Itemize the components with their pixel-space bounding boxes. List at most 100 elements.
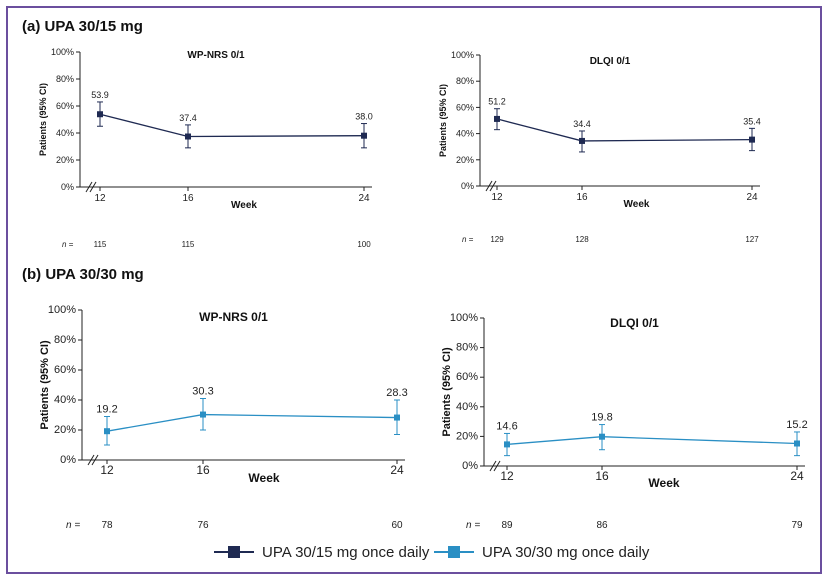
section-b-title: (b) UPA 30/30 mg bbox=[22, 266, 144, 283]
data-label: 34.4 bbox=[573, 119, 591, 129]
y-tick-label: 100% bbox=[450, 312, 478, 324]
x-tick-label: 24 bbox=[746, 192, 758, 203]
data-label: 19.2 bbox=[96, 404, 117, 416]
y-tick-label: 100% bbox=[451, 50, 474, 60]
data-label: 19.8 bbox=[591, 412, 612, 424]
data-point bbox=[104, 428, 110, 435]
data-label: 14.6 bbox=[496, 420, 517, 432]
chart-title: WP-NRS 0/1 bbox=[199, 310, 268, 324]
data-point bbox=[97, 111, 103, 118]
y-tick-label: 40% bbox=[456, 401, 478, 413]
n-value: 127 bbox=[745, 235, 759, 244]
data-point bbox=[185, 133, 191, 140]
legend-item-dark: UPA 30/15 mg once daily bbox=[214, 543, 429, 561]
series-line bbox=[496, 118, 753, 142]
n-value: 86 bbox=[596, 520, 608, 531]
n-value: 79 bbox=[791, 520, 803, 531]
n-label: n = bbox=[66, 520, 80, 531]
data-label: 38.0 bbox=[355, 112, 373, 122]
data-point bbox=[749, 136, 755, 143]
data-label: 51.2 bbox=[488, 97, 506, 107]
n-value: 115 bbox=[182, 240, 195, 249]
y-tick-label: 80% bbox=[56, 74, 74, 84]
data-label: 15.2 bbox=[786, 419, 807, 431]
y-tick-label: 40% bbox=[54, 394, 76, 406]
x-tick-label: 12 bbox=[100, 463, 114, 477]
series-line bbox=[106, 413, 398, 432]
n-value: 89 bbox=[501, 520, 513, 531]
y-tick-label: 0% bbox=[61, 182, 74, 192]
axis-break-mark bbox=[87, 454, 95, 466]
y-axis-title: Patients (95% CI) bbox=[441, 347, 453, 437]
n-value: 100 bbox=[357, 240, 371, 249]
n-label: n = bbox=[462, 235, 474, 244]
section-a-title: (a) UPA 30/15 mg bbox=[22, 18, 143, 35]
y-tick-label: 20% bbox=[456, 155, 474, 165]
y-tick-label: 80% bbox=[456, 76, 474, 86]
y-axis-title: Patients (95% CI) bbox=[438, 84, 448, 157]
data-point bbox=[599, 433, 605, 440]
series-line bbox=[99, 113, 365, 138]
y-tick-label: 40% bbox=[456, 129, 474, 139]
n-value: 76 bbox=[197, 520, 209, 531]
x-axis-title: Week bbox=[624, 199, 650, 210]
x-tick-label: 16 bbox=[595, 469, 609, 483]
series-line bbox=[506, 436, 798, 446]
axis-break-mark bbox=[85, 181, 93, 193]
x-tick-label: 24 bbox=[358, 193, 370, 204]
y-tick-label: 0% bbox=[462, 460, 478, 472]
y-tick-label: 60% bbox=[54, 364, 76, 376]
n-value: 115 bbox=[94, 240, 107, 249]
axis-break-mark bbox=[89, 181, 97, 193]
x-axis-title: Week bbox=[231, 200, 257, 211]
data-point bbox=[494, 115, 500, 122]
n-label: n = bbox=[466, 520, 480, 531]
chart-title: DLQI 0/1 bbox=[610, 316, 659, 330]
y-tick-label: 20% bbox=[54, 424, 76, 436]
y-tick-label: 100% bbox=[48, 304, 76, 316]
y-tick-label: 80% bbox=[456, 342, 478, 354]
axis-break-mark bbox=[489, 180, 497, 192]
data-label: 30.3 bbox=[192, 386, 213, 398]
x-tick-label: 16 bbox=[576, 192, 588, 203]
data-label: 28.3 bbox=[386, 387, 407, 399]
y-tick-label: 20% bbox=[56, 155, 74, 165]
y-tick-label: 60% bbox=[56, 101, 74, 111]
data-label: 35.4 bbox=[743, 116, 761, 126]
y-tick-label: 0% bbox=[60, 454, 76, 466]
n-value: 60 bbox=[391, 520, 403, 531]
y-tick-label: 0% bbox=[461, 181, 474, 191]
n-value: 129 bbox=[490, 235, 504, 244]
axis-break-mark bbox=[493, 460, 501, 472]
x-tick-label: 24 bbox=[390, 463, 404, 477]
y-tick-label: 60% bbox=[456, 371, 478, 383]
chart-title: WP-NRS 0/1 bbox=[187, 50, 245, 61]
x-tick-label: 12 bbox=[491, 192, 503, 203]
y-tick-label: 80% bbox=[54, 334, 76, 346]
n-value: 78 bbox=[101, 520, 113, 531]
y-tick-label: 20% bbox=[456, 430, 478, 442]
y-tick-label: 40% bbox=[56, 128, 74, 138]
legend-item-light: UPA 30/30 mg once daily bbox=[434, 543, 649, 561]
axis-break-mark bbox=[485, 180, 493, 192]
data-point bbox=[361, 132, 367, 139]
legend-label-dark: UPA 30/15 mg once daily bbox=[262, 543, 430, 561]
data-point bbox=[504, 441, 510, 448]
data-label: 53.9 bbox=[91, 90, 109, 100]
y-axis-title: Patients (95% CI) bbox=[39, 340, 51, 430]
axis-break-mark bbox=[489, 460, 497, 472]
axis-break-mark bbox=[91, 454, 99, 466]
x-tick-label: 16 bbox=[182, 193, 194, 204]
figure-frame bbox=[6, 6, 822, 574]
data-label: 37.4 bbox=[179, 113, 197, 123]
legend-label-light: UPA 30/30 mg once daily bbox=[482, 543, 650, 561]
data-point bbox=[200, 411, 206, 418]
x-axis-title: Week bbox=[248, 471, 279, 485]
x-tick-label: 12 bbox=[500, 469, 514, 483]
chart-title: DLQI 0/1 bbox=[590, 56, 631, 67]
x-tick-label: 24 bbox=[790, 469, 804, 483]
data-point bbox=[394, 414, 400, 421]
n-label: n = bbox=[62, 240, 74, 249]
data-point bbox=[794, 440, 800, 447]
